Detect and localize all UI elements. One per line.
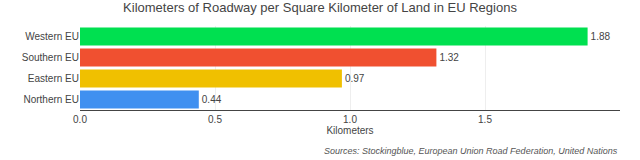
svg-text:Kilometers: Kilometers xyxy=(326,125,373,136)
svg-text:1.32: 1.32 xyxy=(439,52,459,63)
svg-text:0.5: 0.5 xyxy=(208,114,222,125)
svg-text:Eastern EU: Eastern EU xyxy=(28,73,79,84)
svg-text:1.5: 1.5 xyxy=(478,114,492,125)
svg-text:Sources: Stockingblue, Europea: Sources: Stockingblue, European Union Ro… xyxy=(324,146,618,156)
svg-text:1.88: 1.88 xyxy=(591,31,611,42)
svg-text:Northern EU: Northern EU xyxy=(23,94,79,105)
svg-text:Southern EU: Southern EU xyxy=(22,52,79,63)
svg-text:0.0: 0.0 xyxy=(73,114,87,125)
svg-text:0.97: 0.97 xyxy=(345,73,365,84)
svg-text:0.44: 0.44 xyxy=(202,94,222,105)
svg-text:1.0: 1.0 xyxy=(343,114,357,125)
svg-text:Kilometers of Roadway per Squa: Kilometers of Roadway per Square Kilomet… xyxy=(123,0,517,15)
svg-text:Western EU: Western EU xyxy=(25,31,79,42)
